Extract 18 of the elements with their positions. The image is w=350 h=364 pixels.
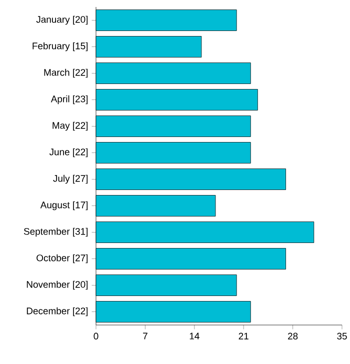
x-tick-label: 28 bbox=[288, 332, 298, 340]
x-tick-label: 7 bbox=[143, 332, 148, 340]
y-tick-label: October [27] bbox=[36, 254, 88, 264]
y-tick-label: April [23] bbox=[50, 95, 88, 104]
y-tick-label: December [22] bbox=[26, 307, 88, 316]
y-tick-label: January [20] bbox=[36, 16, 88, 25]
x-tick-label: 21 bbox=[238, 332, 248, 340]
y-tick-label: July [27] bbox=[53, 174, 88, 184]
y-tick-label: February [15] bbox=[32, 42, 88, 52]
x-tick-label: 35 bbox=[337, 332, 347, 340]
y-tick-label: August [17] bbox=[40, 201, 88, 210]
y-tick-label: May [22] bbox=[52, 122, 88, 131]
x-tick-label: 0 bbox=[94, 332, 98, 340]
y-tick-label: November [20] bbox=[26, 280, 88, 290]
x-tick-label: 14 bbox=[190, 332, 200, 340]
y-tick-label: June [22] bbox=[49, 148, 88, 158]
y-tick-label: March [22] bbox=[44, 68, 88, 78]
y-tick-label: September [31] bbox=[24, 228, 88, 237]
